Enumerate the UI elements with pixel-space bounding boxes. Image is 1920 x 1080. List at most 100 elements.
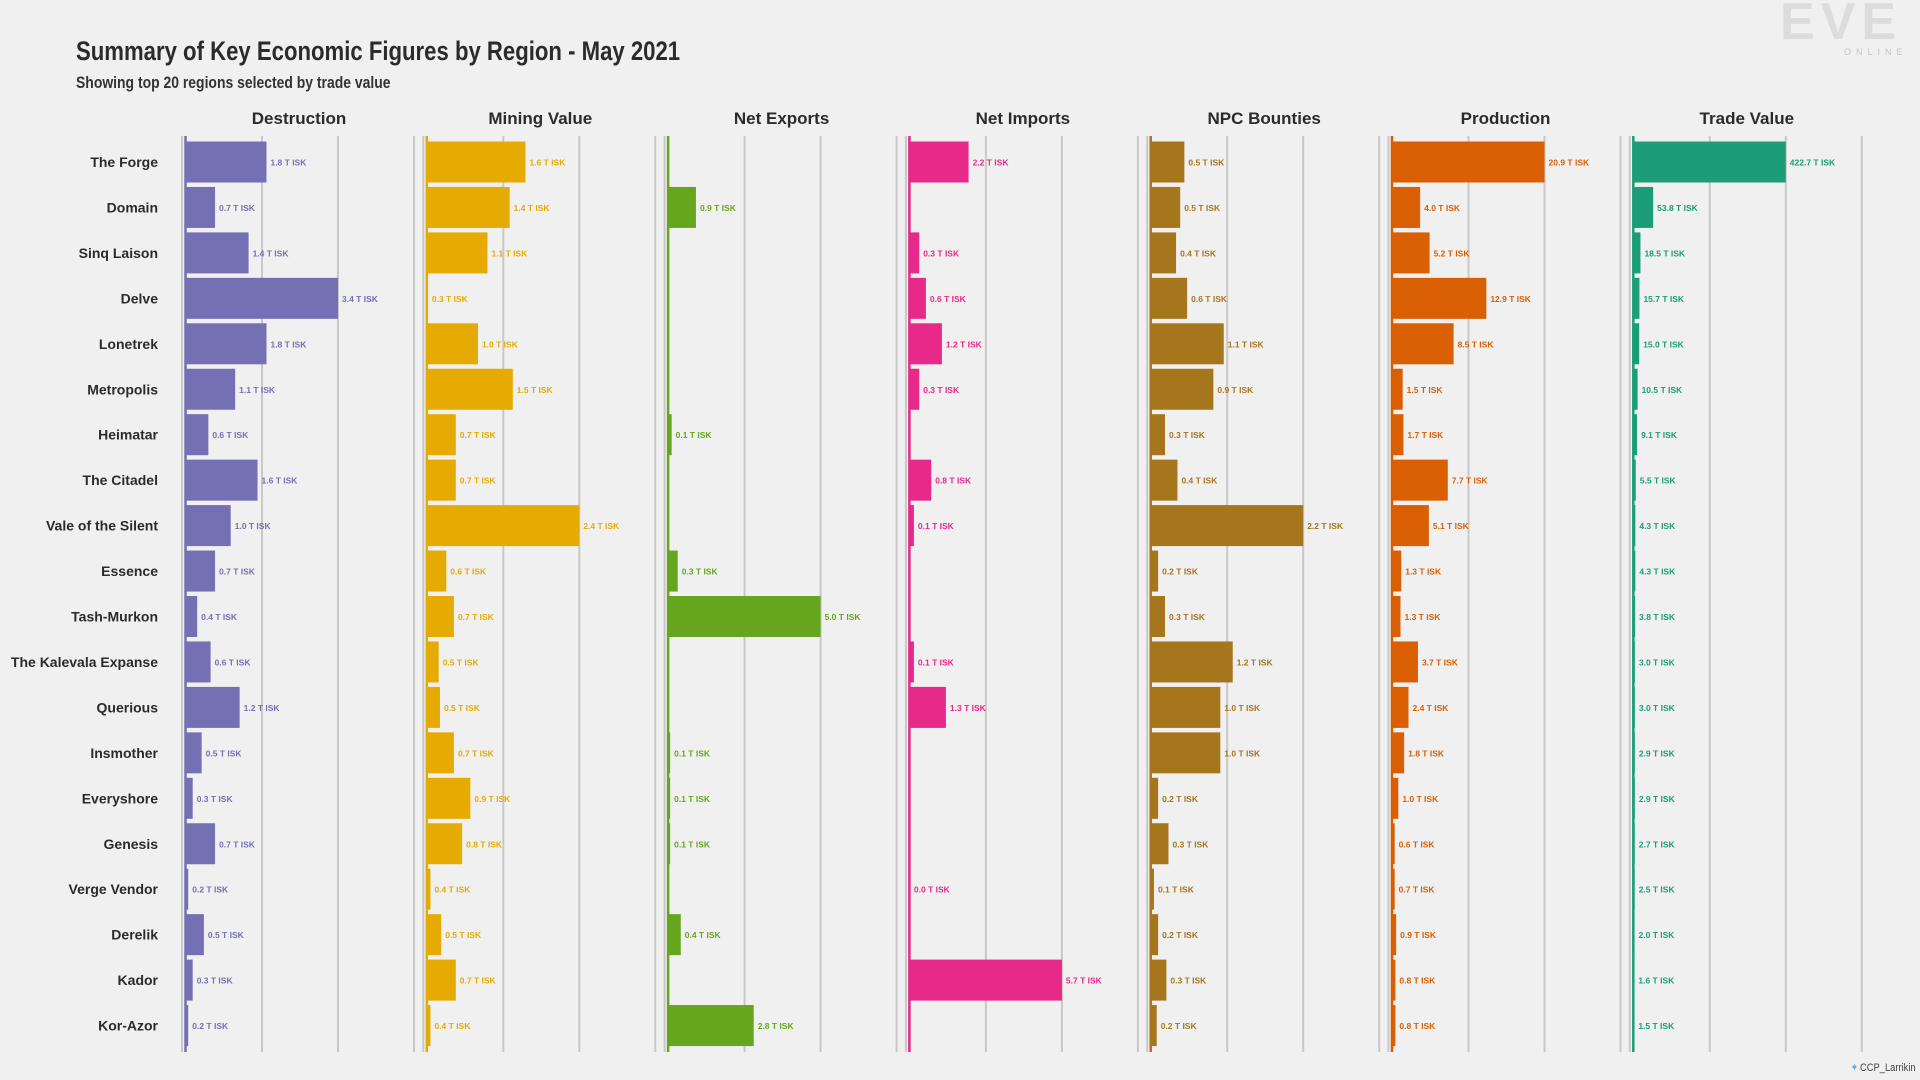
bar	[186, 686, 240, 728]
data-label: 1.6 T ISK	[262, 476, 299, 486]
bar	[1151, 141, 1185, 183]
bar	[427, 1005, 431, 1047]
bar	[1633, 368, 1638, 410]
bar	[186, 914, 204, 956]
bar	[668, 186, 696, 228]
bar	[427, 277, 428, 319]
bar	[1392, 368, 1403, 410]
region-label: Insmother	[90, 745, 158, 761]
bar	[186, 550, 216, 592]
bar	[1151, 686, 1221, 728]
bar	[668, 596, 821, 637]
bar	[186, 368, 236, 410]
bar	[668, 823, 671, 865]
data-label: 0.2 T ISK	[192, 885, 229, 895]
bar	[1633, 959, 1635, 1001]
bar	[427, 550, 447, 592]
bar	[427, 641, 439, 683]
bar	[1392, 823, 1395, 865]
bar	[186, 777, 193, 819]
bar	[1633, 868, 1635, 910]
data-label: 0.5 T ISK	[1188, 158, 1225, 168]
data-label: 1.5 T ISK	[1407, 385, 1444, 395]
data-label: 1.7 T ISK	[1407, 430, 1444, 440]
bar	[1633, 641, 1635, 683]
data-label: 2.8 T ISK	[758, 1021, 795, 1031]
data-label: 0.9 T ISK	[474, 794, 511, 804]
data-label: 1.2 T ISK	[1237, 657, 1274, 667]
data-label: 3.7 T ISK	[1422, 657, 1459, 667]
data-label: 5.0 T ISK	[825, 612, 862, 622]
bar	[1392, 596, 1401, 637]
data-label: 2.9 T ISK	[1639, 794, 1676, 804]
data-label: 0.0 T ISK	[914, 885, 951, 895]
data-label: 0.7 T ISK	[219, 203, 256, 213]
data-label: 1.8 T ISK	[270, 158, 307, 168]
data-label: 0.8 T ISK	[1399, 976, 1436, 986]
bar	[427, 823, 463, 865]
data-label: 0.5 T ISK	[206, 748, 243, 758]
data-label: 0.3 T ISK	[682, 567, 719, 577]
data-label: 0.6 T ISK	[450, 567, 487, 577]
data-label: 7.7 T ISK	[1452, 476, 1489, 486]
region-label: Metropolis	[87, 381, 158, 397]
data-label: 0.3 T ISK	[1169, 612, 1206, 622]
panel-title: Trade Value	[1700, 109, 1795, 128]
data-label: 1.0 T ISK	[1224, 748, 1261, 758]
bar	[1151, 823, 1169, 865]
data-label: 4.3 T ISK	[1639, 521, 1676, 531]
bar	[668, 414, 672, 456]
bar	[1151, 868, 1154, 910]
bar	[1151, 277, 1188, 319]
data-label: 1.5 T ISK	[517, 385, 554, 395]
bar	[186, 323, 267, 365]
panel-title: Production	[1461, 109, 1551, 128]
data-label: 1.2 T ISK	[946, 339, 983, 349]
bar	[909, 232, 920, 274]
data-label: 1.4 T ISK	[514, 203, 551, 213]
bar	[427, 959, 456, 1001]
bar	[1151, 232, 1177, 274]
bar	[186, 823, 216, 865]
data-label: 0.7 T ISK	[460, 476, 497, 486]
data-label: 422.7 T ISK	[1790, 158, 1836, 168]
bar	[1151, 641, 1233, 683]
bar	[1392, 1005, 1396, 1047]
region-label: Sinq Laison	[79, 245, 158, 261]
bar	[1151, 959, 1167, 1001]
data-label: 0.7 T ISK	[1399, 885, 1436, 895]
bar	[909, 277, 926, 319]
data-label: 0.2 T ISK	[1161, 1021, 1198, 1031]
bar	[1392, 323, 1454, 365]
bar	[427, 323, 478, 365]
data-label: 1.0 T ISK	[1224, 703, 1261, 713]
region-label: The Citadel	[83, 472, 158, 488]
bar	[1633, 277, 1640, 319]
bar	[668, 914, 681, 956]
data-label: 0.6 T ISK	[1399, 839, 1436, 849]
data-label: 0.8 T ISK	[1399, 1021, 1436, 1031]
bar	[1151, 505, 1304, 547]
data-label: 3.4 T ISK	[342, 294, 379, 304]
data-label: 2.4 T ISK	[1413, 703, 1450, 713]
bar	[909, 459, 932, 501]
data-label: 2.7 T ISK	[1639, 839, 1676, 849]
bar	[1151, 914, 1159, 956]
bar	[909, 323, 942, 365]
data-label: 1.1 T ISK	[239, 385, 276, 395]
bar	[1392, 505, 1429, 547]
logo-wordmark: EVE	[1780, 0, 1903, 51]
data-label: 0.7 T ISK	[460, 430, 497, 440]
data-label: 1.6 T ISK	[529, 158, 566, 168]
data-label: 0.7 T ISK	[219, 839, 256, 849]
data-label: 0.6 T ISK	[212, 430, 249, 440]
bar	[186, 141, 267, 183]
bar	[668, 550, 678, 592]
data-label: 0.7 T ISK	[458, 748, 495, 758]
region-label: Tash-Murkon	[71, 609, 158, 625]
bar	[1633, 777, 1635, 819]
bar	[1633, 732, 1635, 774]
data-label: 1.6 T ISK	[1638, 976, 1675, 986]
data-label: 3.0 T ISK	[1639, 657, 1676, 667]
